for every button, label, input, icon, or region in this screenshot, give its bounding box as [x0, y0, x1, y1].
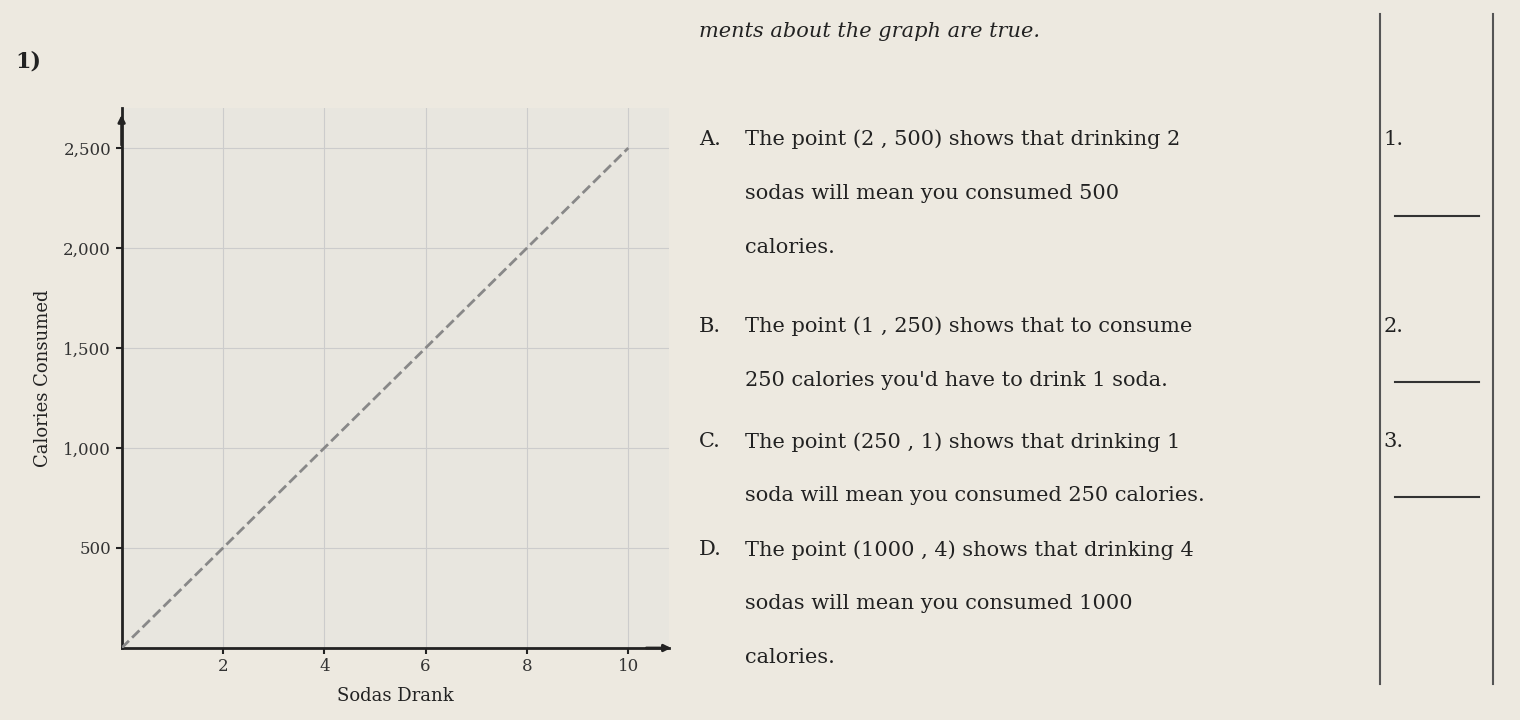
Text: ments about the graph are true.: ments about the graph are true.	[699, 22, 1040, 40]
Text: C.: C.	[699, 432, 720, 451]
Text: The point (2 , 500) shows that drinking 2: The point (2 , 500) shows that drinking …	[745, 130, 1180, 149]
Text: calories.: calories.	[745, 648, 834, 667]
Text: The point (250 , 1) shows that drinking 1: The point (250 , 1) shows that drinking …	[745, 432, 1180, 451]
Text: A.: A.	[699, 130, 720, 148]
Text: D.: D.	[699, 540, 722, 559]
Text: soda will mean you consumed 250 calories.: soda will mean you consumed 250 calories…	[745, 486, 1204, 505]
Text: 3.: 3.	[1383, 432, 1403, 451]
Text: 2.: 2.	[1383, 317, 1403, 336]
Y-axis label: Calories Consumed: Calories Consumed	[33, 289, 52, 467]
Text: 1.: 1.	[1383, 130, 1403, 148]
Text: The point (1 , 250) shows that to consume: The point (1 , 250) shows that to consum…	[745, 317, 1192, 336]
Text: 1): 1)	[15, 50, 41, 73]
Text: B.: B.	[699, 317, 722, 336]
Text: sodas will mean you consumed 500: sodas will mean you consumed 500	[745, 184, 1119, 202]
X-axis label: Sodas Drank: Sodas Drank	[337, 687, 453, 705]
Text: sodas will mean you consumed 1000: sodas will mean you consumed 1000	[745, 594, 1132, 613]
Text: calories.: calories.	[745, 238, 834, 256]
Text: The point (1000 , 4) shows that drinking 4: The point (1000 , 4) shows that drinking…	[745, 540, 1193, 559]
Text: 250 calories you'd have to drink 1 soda.: 250 calories you'd have to drink 1 soda.	[745, 371, 1167, 390]
